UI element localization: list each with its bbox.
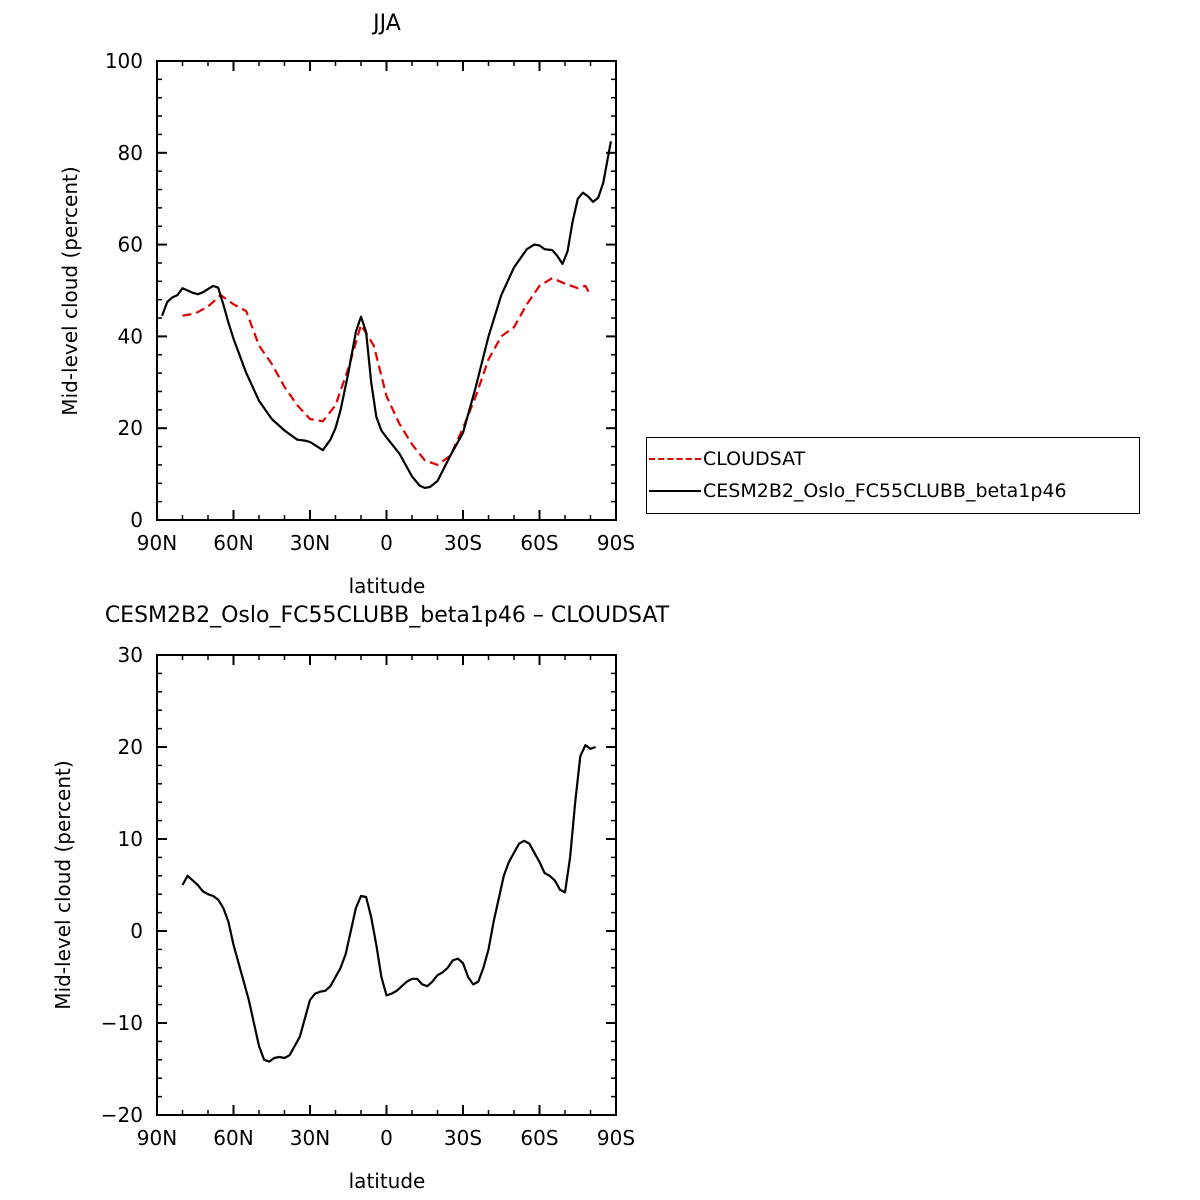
x-tick-label: 90S bbox=[597, 1126, 635, 1150]
legend-swatch-model bbox=[649, 490, 701, 492]
y-tick-label: 100 bbox=[105, 49, 143, 73]
y-tick-label: 40 bbox=[118, 324, 143, 348]
x-tick-label: 30S bbox=[444, 531, 482, 555]
y-tick-label: −10 bbox=[101, 1011, 143, 1035]
legend-swatch-cloudsat bbox=[649, 458, 701, 460]
top-chart-title: JJA bbox=[371, 11, 401, 36]
legend-label-cloudsat: CLOUDSAT bbox=[703, 448, 806, 470]
legend-label-model: CESM2B2_Oslo_FC55CLUBB_beta1p46 bbox=[703, 480, 1067, 502]
y-tick-label: 20 bbox=[118, 416, 143, 440]
top-chart-series-line-model bbox=[161, 141, 612, 489]
bottom-chart-y-axis-label: Mid-level cloud (percent) bbox=[51, 760, 75, 1009]
y-tick-label: 60 bbox=[118, 233, 143, 257]
top-chart-series-line-cloudsat bbox=[182, 277, 592, 466]
top-chart-plot-frame bbox=[156, 60, 617, 521]
x-tick-label: 60S bbox=[520, 1126, 558, 1150]
x-tick-label: 0 bbox=[380, 531, 393, 555]
bottom-chart-series-line-model bbox=[181, 744, 596, 1063]
y-tick-label: 80 bbox=[118, 141, 143, 165]
x-tick-label: 60S bbox=[520, 531, 558, 555]
x-tick-label: 30N bbox=[290, 1126, 330, 1150]
bottom-chart-plot-frame bbox=[156, 654, 617, 1116]
bottom-chart: CESM2B2_Oslo_FC55CLUBB_beta1p46 – CLOUDS… bbox=[51, 603, 670, 1193]
top-chart: JJA Mid-level cloud (percent) latitude 9… bbox=[58, 11, 635, 598]
legend-item-model: CESM2B2_Oslo_FC55CLUBB_beta1p46 bbox=[649, 478, 1067, 504]
x-tick-label: 60N bbox=[213, 531, 253, 555]
y-tick-label: 20 bbox=[118, 735, 143, 759]
x-tick-label: 30S bbox=[444, 1126, 482, 1150]
x-tick-label: 90S bbox=[597, 531, 635, 555]
y-tick-label: 10 bbox=[118, 827, 143, 851]
y-tick-label: 0 bbox=[130, 508, 143, 532]
x-tick-label: 90N bbox=[137, 1126, 177, 1150]
y-tick-label: −20 bbox=[101, 1103, 143, 1127]
y-tick-label: 0 bbox=[130, 919, 143, 943]
legend: CLOUDSAT CESM2B2_Oslo_FC55CLUBB_beta1p46 bbox=[646, 437, 1140, 514]
top-chart-y-axis-label: Mid-level cloud (percent) bbox=[58, 166, 82, 415]
bottom-chart-x-axis-label: latitude bbox=[349, 1169, 426, 1193]
x-tick-label: 90N bbox=[137, 531, 177, 555]
x-tick-label: 0 bbox=[380, 1126, 393, 1150]
x-tick-label: 60N bbox=[213, 1126, 253, 1150]
top-chart-x-axis-label: latitude bbox=[349, 574, 426, 598]
bottom-chart-title: CESM2B2_Oslo_FC55CLUBB_beta1p46 – CLOUDS… bbox=[105, 603, 670, 628]
y-tick-label: 30 bbox=[118, 643, 143, 667]
x-tick-label: 30N bbox=[290, 531, 330, 555]
legend-item-cloudsat: CLOUDSAT bbox=[649, 446, 805, 472]
